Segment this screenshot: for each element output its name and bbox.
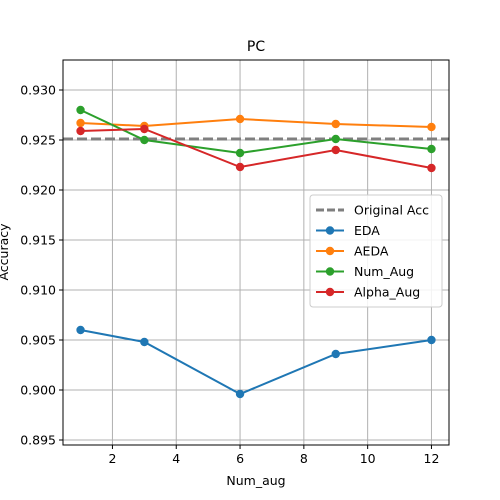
x-tick-label: 4 — [172, 451, 180, 466]
x-tick-label: 6 — [236, 451, 244, 466]
data-point — [331, 349, 340, 359]
y-tick-label: 0.905 — [20, 333, 56, 348]
legend-box — [309, 194, 443, 308]
data-point — [76, 105, 85, 115]
data-point — [427, 144, 436, 154]
legend-marker — [325, 287, 335, 297]
data-point — [76, 325, 85, 335]
series-alpha-aug — [76, 124, 436, 173]
data-point — [427, 335, 436, 345]
data-point — [76, 118, 85, 128]
legend-label: Num_Aug — [354, 264, 414, 279]
y-tick-label: 0.920 — [20, 183, 56, 198]
data-point — [140, 124, 149, 134]
chart-title: PC — [247, 39, 265, 55]
data-point — [140, 135, 149, 145]
data-point — [235, 162, 245, 172]
legend-label: Alpha_Aug — [354, 285, 420, 300]
legend-label: EDA — [354, 223, 380, 238]
legend-marker — [325, 267, 335, 276]
data-point — [235, 389, 245, 399]
legend-label: Original Acc — [354, 203, 429, 218]
plot-frame — [62, 59, 450, 446]
data-point — [76, 126, 85, 136]
legend-marker — [325, 246, 335, 256]
x-tick-label: 8 — [300, 451, 308, 466]
x-axis-label: Num_aug — [226, 473, 285, 488]
y-tick-label: 0.895 — [20, 433, 56, 448]
x-tick-label: 12 — [424, 451, 440, 466]
data-point — [331, 145, 340, 155]
series-eda — [76, 325, 436, 399]
data-point — [427, 163, 436, 173]
y-tick-label: 0.900 — [20, 383, 56, 398]
series-layer — [76, 105, 436, 399]
legend: Original Acc EDA AEDA Num_Aug Alpha_Aug — [309, 194, 443, 308]
data-point — [235, 114, 245, 124]
x-tick-label: 10 — [360, 451, 376, 466]
y-tick-label: 0.910 — [20, 283, 56, 298]
y-tick-label: 0.925 — [20, 133, 56, 148]
data-point — [331, 119, 340, 129]
y-tick-label: 0.930 — [20, 83, 56, 98]
y-tick-label: 0.915 — [20, 233, 56, 248]
ticks: 2 4 6 8 10 12 0.895 0.900 0.905 0.910 0.915 0.920 0.… — [20, 83, 439, 467]
data-point — [427, 122, 436, 132]
data-point — [235, 148, 245, 158]
legend-marker — [325, 226, 335, 235]
data-point — [140, 337, 149, 347]
data-point — [331, 134, 340, 144]
y-axis-label: Accuracy — [0, 223, 11, 281]
x-tick-label: 2 — [108, 451, 116, 466]
legend-label: AEDA — [354, 244, 389, 259]
